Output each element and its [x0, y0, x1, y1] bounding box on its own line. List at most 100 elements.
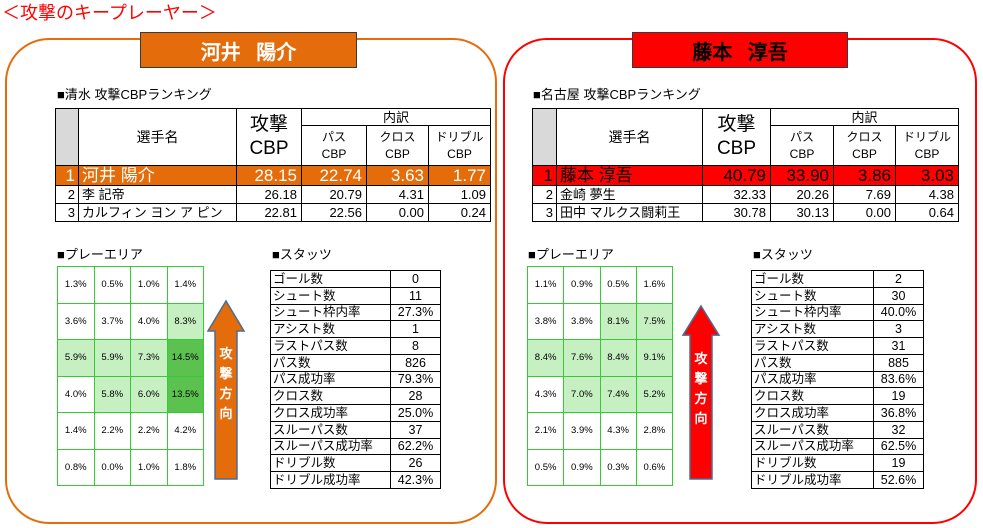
- play-area-cell: 0.9%: [563, 448, 601, 486]
- play-area-cell: 1.4%: [166, 266, 204, 304]
- play-area-cell: 5.9%: [93, 339, 131, 377]
- stat-name-cell: スルーパス数: [751, 420, 874, 439]
- player-name-header: 選手名: [78, 108, 237, 166]
- ranking-row: 1 藤本 淳吾 40.79 33.90 3.86 3.03: [532, 165, 960, 186]
- stat-value-cell: 62.2%: [390, 437, 441, 456]
- stat-name-cell: ゴール数: [270, 270, 391, 288]
- stat-row: ラストパス数 8: [270, 337, 441, 355]
- attack-direction-label: 攻撃方向: [694, 351, 708, 426]
- stat-value-cell: 62.5%: [873, 437, 924, 456]
- play-area-row: 3.6% 3.7% 4.0% 8.3%: [57, 302, 204, 340]
- stat-value-cell: 19: [873, 454, 924, 472]
- stat-row: シュート枠内率 27.3%: [270, 303, 441, 322]
- attack-cbp-header-line1: 攻撃: [249, 114, 288, 135]
- play-area-row: 2.1% 3.9% 4.3% 2.8%: [526, 412, 674, 450]
- ranking-pass-cbp-cell: 22.74: [301, 165, 367, 186]
- play-area-title: ■プレーエリア: [57, 247, 143, 262]
- dribble-cbp-header-line1: ドリブル: [903, 129, 952, 144]
- stat-value-cell: 19: [873, 387, 924, 405]
- stat-row: クロス数 28: [270, 387, 441, 405]
- ranking-cross-cbp-cell: 0.00: [833, 203, 896, 222]
- ranking-rank-cell: 2: [532, 185, 557, 204]
- play-area-cell: 0.5%: [93, 266, 131, 304]
- ranking-cross-cbp-cell: 3.63: [366, 165, 429, 186]
- stats-title: ■スタッツ: [272, 247, 332, 262]
- play-area-cell: 3.8%: [526, 302, 565, 340]
- stat-name-cell: ドリブル成功率: [270, 471, 391, 489]
- stat-value-cell: 37: [390, 420, 441, 439]
- stat-row: クロス成功率 25.0%: [270, 404, 441, 422]
- dribble-cbp-header-line2: CBP: [447, 146, 472, 161]
- ranking-title: ■清水 攻撃CBPランキング: [57, 87, 212, 102]
- stat-name-cell: パス数: [270, 353, 391, 372]
- play-area-cell: 0.8%: [57, 448, 95, 486]
- stat-row: アシスト数 1: [270, 320, 441, 338]
- left-key-player-panel: 河井 陽介 ■清水 攻撃CBPランキング 選手名 攻撃 CBP 内訳: [5, 32, 497, 524]
- stat-row: スルーパス数 32: [751, 420, 924, 439]
- stats-table: ゴール数 2 シュート数 30 シュート枠内率 40.0% アシスト数 3 ラストパス数 31 パス…: [751, 270, 924, 489]
- pass-cbp-header: パス CBP: [770, 125, 834, 166]
- cross-cbp-header: クロス CBP: [366, 125, 429, 166]
- play-area-cell: 0.6%: [635, 448, 674, 486]
- stat-row: ドリブル数 19: [751, 454, 924, 472]
- play-area-cell: 0.0%: [93, 448, 131, 486]
- play-area-cell: 0.3%: [599, 448, 637, 486]
- play-area-cell: 2.8%: [635, 412, 674, 450]
- ranking-rank-cell: 1: [532, 165, 557, 186]
- stat-row: パス成功率 83.6%: [751, 370, 924, 389]
- play-area-row: 5.9% 5.9% 7.3% 14.5%: [57, 339, 204, 377]
- play-area-cell: 3.8%: [563, 302, 601, 340]
- stat-value-cell: 826: [390, 353, 441, 372]
- cross-cbp-header: クロス CBP: [833, 125, 896, 166]
- stats-rows: ゴール数 0 シュート数 11 シュート枠内率 27.3% アシスト数 1 ラストパス数 8 パス数…: [270, 270, 441, 489]
- ranking-player-name-cell: 李 記帝: [78, 185, 237, 204]
- pass-cbp-header-line1: パス: [789, 129, 814, 144]
- stats-title: ■スタッツ: [753, 247, 813, 262]
- ranking-rank-cell: 3: [532, 203, 557, 222]
- play-area-row: 4.0% 5.8% 6.0% 13.5%: [57, 375, 204, 413]
- attack-direction-arrow: 攻撃方向: [207, 300, 245, 480]
- ranking-player-name-cell: 河井 陽介: [78, 165, 237, 186]
- play-area-row: 1.1% 0.9% 0.5% 1.6%: [526, 266, 674, 304]
- pass-cbp-header-line2: CBP: [789, 146, 815, 161]
- stat-row: シュート数 11: [270, 286, 441, 305]
- stat-name-cell: クロス成功率: [270, 404, 391, 422]
- play-area-cell: 6.0%: [130, 375, 168, 413]
- rank-header-cell: [532, 108, 557, 166]
- play-area-cell: 8.4%: [526, 339, 565, 377]
- stat-name-cell: ドリブル数: [270, 454, 391, 472]
- play-area-cell: 8.3%: [166, 302, 204, 340]
- stat-name-cell: パス成功率: [751, 370, 874, 389]
- stat-name-cell: クロス数: [270, 387, 391, 405]
- ranking-rank-cell: 3: [55, 203, 79, 222]
- breakdown-header: 内訳: [769, 108, 960, 126]
- play-area-cell: 4.0%: [57, 375, 95, 413]
- attack-direction-label: 攻撃方向: [219, 346, 233, 421]
- play-area-rows: 1.3% 0.5% 1.0% 1.4% 3.6% 3.7% 4.0% 8.3% 5.9% 5.9%…: [57, 266, 204, 486]
- stat-value-cell: 26: [390, 454, 441, 472]
- stat-row: パス数 885: [751, 353, 924, 372]
- play-area-row: 1.3% 0.5% 1.0% 1.4%: [57, 266, 204, 304]
- stat-value-cell: 0: [390, 270, 441, 288]
- ranking-dribble-cbp-cell: 1.77: [427, 165, 492, 186]
- stat-row: シュート数 30: [751, 286, 924, 305]
- featured-player-name: 河井 陽介: [140, 32, 357, 68]
- stat-value-cell: 1: [390, 320, 441, 338]
- ranking-player-name-cell: カルフィン ヨン ア ピン: [78, 203, 237, 222]
- stat-row: ドリブル成功率 52.6%: [751, 471, 924, 489]
- right-key-player-panel: 藤本 淳吾 ■名古屋 攻撃CBPランキング 選手名 攻撃 CBP 内訳: [503, 32, 977, 524]
- stat-name-cell: ラストパス数: [270, 337, 391, 355]
- ranking-rank-cell: 1: [55, 165, 79, 186]
- play-area-cell: 0.5%: [599, 266, 637, 304]
- play-area-cell: 4.2%: [166, 412, 204, 450]
- dribble-cbp-header-line1: ドリブル: [435, 129, 484, 144]
- stat-value-cell: 3: [873, 320, 924, 338]
- stat-row: ゴール数 2: [751, 270, 924, 288]
- ranking-header-row: 選手名 攻撃 CBP 内訳: [55, 108, 492, 166]
- attack-cbp-header-line1: 攻撃: [717, 114, 756, 135]
- pass-cbp-header-line1: パス: [321, 129, 346, 144]
- play-area-title: ■プレーエリア: [528, 247, 614, 262]
- attack-cbp-header: 攻撃 CBP: [236, 108, 302, 166]
- stat-value-cell: 28: [390, 387, 441, 405]
